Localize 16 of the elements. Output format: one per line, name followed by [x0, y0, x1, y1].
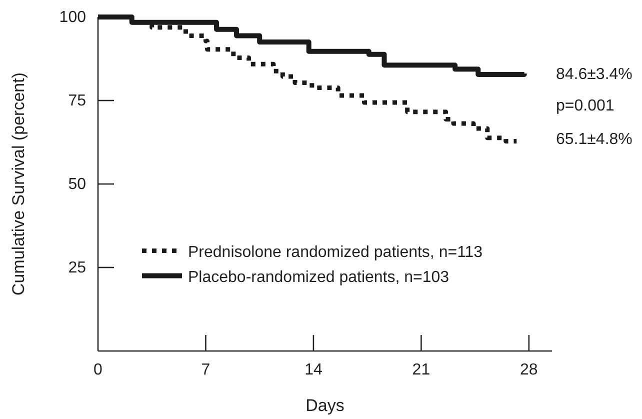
legend-label: Prednisolone randomized patients, n=113 — [188, 244, 483, 261]
x-axis-title: Days — [306, 396, 344, 415]
legend-label: Placebo-randomized patients, n=103 — [188, 268, 450, 286]
x-tick-label: 21 — [412, 361, 430, 378]
y-tick-label: 25 — [68, 260, 86, 277]
x-tick-label: 28 — [520, 361, 538, 378]
y-tick-label: 100 — [59, 9, 86, 26]
y-axis-title: Cumulative Survival (percent) — [9, 72, 28, 296]
y-tick-label: 50 — [68, 176, 86, 194]
y-tick-label: 75 — [68, 92, 86, 110]
x-tick-label: 7 — [201, 361, 210, 378]
text: 84.6±3.4% — [556, 66, 632, 83]
text: 65.1±4.8% — [556, 130, 632, 148]
x-tick-label: 14 — [304, 361, 322, 378]
text: p=0.001 — [556, 98, 614, 115]
x-tick-label: 0 — [94, 361, 103, 378]
